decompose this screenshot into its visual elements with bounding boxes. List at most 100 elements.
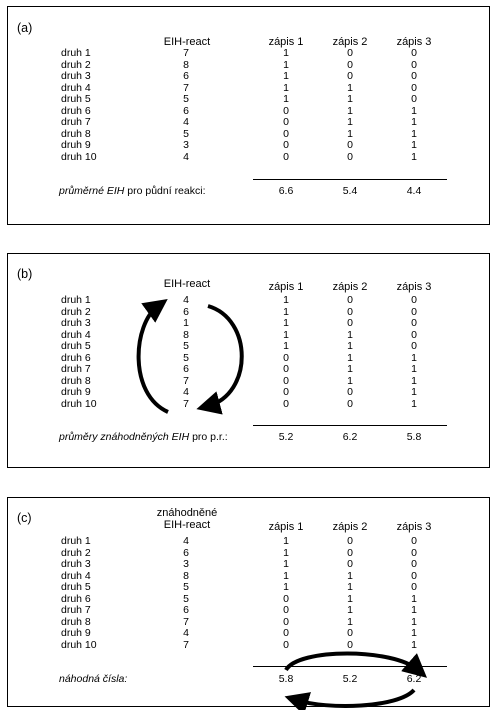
table-row: druh 5 5 1 1 0 xyxy=(8,582,489,593)
react-value: 5 xyxy=(183,351,189,364)
zapis1-value: 1 xyxy=(283,58,289,71)
summary-rule xyxy=(253,179,447,180)
panel-a: (a) EIH-react zápis 1 zápis 2 zápis 3 pr… xyxy=(7,6,490,225)
summary-value-3: 6.2 xyxy=(406,673,422,685)
row-name: druh 10 xyxy=(61,397,97,410)
zapis3-value: 1 xyxy=(411,592,417,605)
zapis3-value: 0 xyxy=(411,546,417,559)
zapis1-value: 1 xyxy=(283,558,289,570)
table-row: druh 10 7 0 0 1 xyxy=(8,397,489,410)
zapis1-value: 0 xyxy=(283,104,289,117)
react-header: EIH-react xyxy=(163,36,211,48)
zapis3-value: 0 xyxy=(411,317,417,329)
zapis3-value: 1 xyxy=(411,150,417,163)
table-row: druh 1 7 1 0 0 xyxy=(8,48,489,59)
table-row: druh 5 5 1 1 0 xyxy=(8,341,489,352)
row-name: druh 5 xyxy=(61,340,91,352)
table-row: druh 7 4 0 1 1 xyxy=(8,117,489,128)
zapis3-value: 1 xyxy=(411,604,417,616)
table-row: druh 3 1 1 0 0 xyxy=(8,318,489,329)
zapis1-value: 0 xyxy=(283,397,289,410)
zapis1-value: 1 xyxy=(283,328,289,341)
react-value: 5 xyxy=(183,581,189,593)
summary-value-2: 5.2 xyxy=(342,673,358,685)
summary-label: náhodná čísla: xyxy=(59,673,128,685)
react-value: 4 xyxy=(183,535,189,547)
col-header-2: zápis 2 xyxy=(332,521,368,533)
summary-label: průměry znáhodněných EIH pro p.r.: xyxy=(59,431,228,443)
react-value: 7 xyxy=(183,397,189,410)
col-header-1: zápis 1 xyxy=(268,281,304,293)
react-value: 3 xyxy=(183,139,189,151)
col-header-3: zápis 3 xyxy=(396,281,432,293)
zapis2-value: 1 xyxy=(347,581,353,593)
row-name: druh 9 xyxy=(61,139,91,151)
react-value: 5 xyxy=(183,93,189,105)
zapis2-value: 1 xyxy=(347,374,353,387)
row-name: druh 3 xyxy=(61,558,91,570)
react-value: 4 xyxy=(183,386,189,398)
zapis2-value: 0 xyxy=(347,558,353,570)
zapis2-value: 0 xyxy=(347,70,353,82)
zapis3-value: 1 xyxy=(411,363,417,375)
zapis1-value: 1 xyxy=(283,93,289,105)
react-value: 7 xyxy=(183,615,189,628)
zapis3-value: 0 xyxy=(411,535,417,547)
summary-row: průměry znáhodněných EIH pro p.r.: 5.2 6… xyxy=(8,430,489,444)
row-name: druh 4 xyxy=(61,569,91,582)
zapis3-value: 0 xyxy=(411,581,417,593)
zapis2-value: 0 xyxy=(347,386,353,398)
zapis3-value: 0 xyxy=(411,569,417,582)
table-row: druh 3 3 1 0 0 xyxy=(8,559,489,570)
row-name: druh 4 xyxy=(61,328,91,341)
zapis2-value: 1 xyxy=(347,81,353,94)
zapis2-value: 1 xyxy=(347,351,353,364)
zapis2-value: 0 xyxy=(347,317,353,329)
zapis1-value: 0 xyxy=(283,615,289,628)
table-row: druh 7 6 0 1 1 xyxy=(8,364,489,375)
zapis2-value: 0 xyxy=(347,58,353,71)
zapis3-value: 1 xyxy=(411,374,417,387)
zapis3-value: 1 xyxy=(411,104,417,117)
row-name: druh 7 xyxy=(61,116,91,128)
zapis1-value: 0 xyxy=(283,351,289,364)
react-value: 6 xyxy=(183,546,189,559)
summary-value-2: 6.2 xyxy=(342,431,358,443)
col-header-1: zápis 1 xyxy=(268,521,304,533)
zapis2-value: 1 xyxy=(347,340,353,352)
zapis2-value: 0 xyxy=(347,47,353,59)
zapis3-value: 1 xyxy=(411,116,417,128)
summary-value-2: 5.4 xyxy=(342,185,358,197)
panel-c: (c) znáhodněné EIH-react zápis 1 zápis 2… xyxy=(7,497,490,710)
row-name: druh 8 xyxy=(61,615,91,628)
row-name: druh 9 xyxy=(61,386,91,398)
react-value: 4 xyxy=(183,627,189,639)
table-row: druh 5 5 1 1 0 xyxy=(8,94,489,105)
panel-label: (c) xyxy=(17,511,32,525)
zapis1-value: 1 xyxy=(283,305,289,318)
table-row: druh 10 7 0 0 1 xyxy=(8,638,489,651)
zapis2-value: 1 xyxy=(347,104,353,117)
zapis3-value: 0 xyxy=(411,328,417,341)
summary-value-1: 5.8 xyxy=(278,673,294,685)
zapis2-value: 1 xyxy=(347,116,353,128)
react-value: 3 xyxy=(183,558,189,570)
table-row: druh 9 4 0 0 1 xyxy=(8,387,489,398)
summary-rule xyxy=(253,425,447,426)
react-value: 1 xyxy=(183,317,189,329)
row-name: druh 7 xyxy=(61,604,91,616)
table-row: druh 4 8 1 1 0 xyxy=(8,569,489,582)
row-name: druh 6 xyxy=(61,104,91,117)
table-row: druh 8 7 0 1 1 xyxy=(8,374,489,387)
panel-label: (a) xyxy=(17,21,33,35)
row-name: druh 2 xyxy=(61,305,91,318)
react-value: 7 xyxy=(183,638,189,651)
zapis2-value: 0 xyxy=(347,546,353,559)
row-name: druh 5 xyxy=(61,93,91,105)
zapis1-value: 1 xyxy=(283,581,289,593)
row-name: druh 5 xyxy=(61,581,91,593)
zapis1-value: 1 xyxy=(283,70,289,82)
panel-label: (b) xyxy=(17,267,33,281)
react-value: 8 xyxy=(183,328,189,341)
zapis1-value: 0 xyxy=(283,139,289,151)
